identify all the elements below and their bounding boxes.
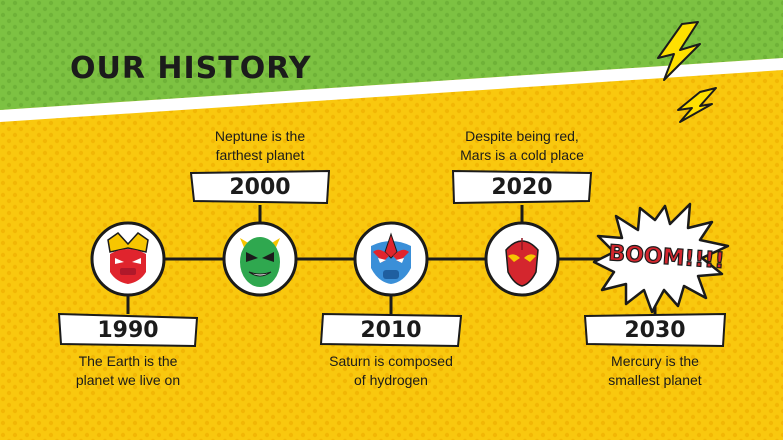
- year-box-2020: 2020: [452, 170, 592, 204]
- year-label: 2010: [360, 317, 422, 343]
- year-box-2030: 2030: [584, 313, 726, 347]
- red-hero-mask-icon: [484, 221, 560, 297]
- year-box-2010: 2010: [320, 313, 462, 347]
- caption-1990: The Earth is the planet we live on: [75, 353, 181, 388]
- caption-2020: Despite being red, Mars is a cold place: [460, 128, 584, 163]
- blue-red-hero-mask-icon: [353, 221, 429, 297]
- caption-2000: Neptune is the farthest planet: [214, 128, 306, 163]
- year-label: 2020: [491, 174, 553, 200]
- year-box-1990: 1990: [58, 313, 198, 347]
- year-box-2000: 2000: [190, 170, 330, 204]
- boom-burst-icon: BOOM!!!!: [592, 202, 730, 314]
- page-title: OUR HISTORY: [70, 51, 312, 86]
- lightning-bolt-icon: [657, 21, 701, 81]
- caption-2030: Mercury is the smallest planet: [608, 353, 702, 388]
- year-label: 2000: [229, 174, 291, 200]
- caption-2010: Saturn is composed of hydrogen: [329, 353, 453, 388]
- year-label: 2030: [624, 317, 686, 343]
- lightning-bolt-small-icon: [677, 87, 717, 123]
- year-label: 1990: [97, 317, 159, 343]
- green-villain-mask-icon: [222, 221, 298, 297]
- red-yellow-hero-mask-icon: [90, 221, 166, 297]
